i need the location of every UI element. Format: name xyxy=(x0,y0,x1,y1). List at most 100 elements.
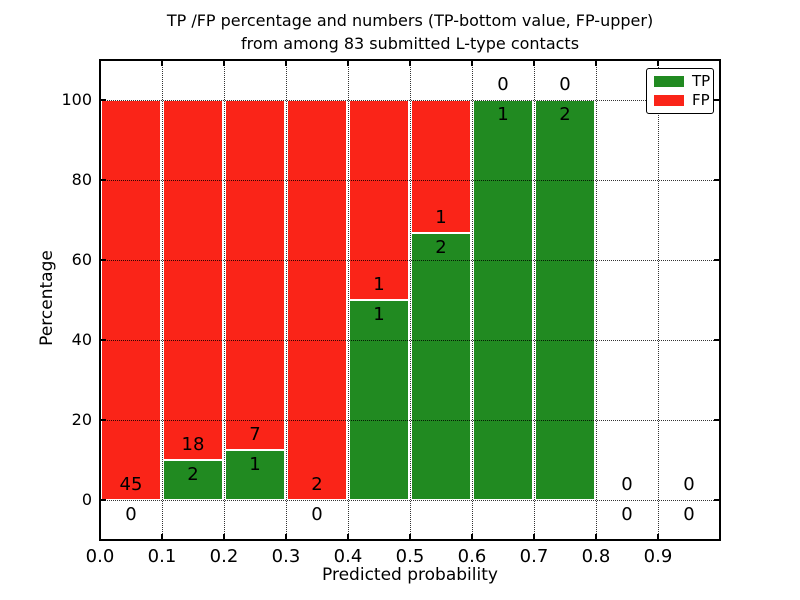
y-tick xyxy=(100,339,106,341)
x-gridline xyxy=(472,60,473,540)
y-tick xyxy=(100,179,106,181)
fp-count-label: 0 xyxy=(559,74,571,95)
tp-count-label: 0 xyxy=(621,504,633,525)
x-tick-label: 0.2 xyxy=(209,546,239,567)
y-tick xyxy=(100,499,106,501)
fp-count-label: 1 xyxy=(435,207,447,228)
chart-title: TP /FP percentage and numbers (TP-bottom… xyxy=(100,9,720,55)
x-tick xyxy=(533,534,535,540)
tp-count-label: 2 xyxy=(187,464,199,485)
fp-bar-segment xyxy=(225,100,285,450)
x-tick xyxy=(657,60,659,66)
tp-bar-segment xyxy=(225,450,285,500)
x-tick xyxy=(471,534,473,540)
tp-count-label: 2 xyxy=(559,104,571,125)
x-tick xyxy=(161,534,163,540)
x-tick xyxy=(533,60,535,66)
x-tick xyxy=(285,60,287,66)
x-gridline xyxy=(534,60,535,540)
tp-bar-segment xyxy=(535,100,595,500)
tp-bar-segment xyxy=(473,100,533,500)
y-tick xyxy=(100,99,106,101)
tp-count-label: 2 xyxy=(435,237,447,258)
x-tick xyxy=(99,534,101,540)
fp-bar-segment xyxy=(411,100,471,233)
tp-color-swatch xyxy=(654,76,684,88)
y-tick-label: 0 xyxy=(81,490,92,509)
fp-count-label: 7 xyxy=(249,424,261,445)
legend-entry-fp: FP xyxy=(654,92,710,108)
x-tick xyxy=(161,60,163,66)
fp-color-swatch xyxy=(654,94,684,106)
x-tick xyxy=(223,534,225,540)
y-tick-label: 40 xyxy=(71,330,92,349)
x-tick-label: 0.1 xyxy=(147,546,177,567)
legend: TP FP xyxy=(646,68,714,114)
x-tick xyxy=(657,534,659,540)
x-gridline xyxy=(658,60,659,540)
y-tick xyxy=(100,259,106,261)
y-tick xyxy=(714,499,720,501)
fp-count-label: 0 xyxy=(497,74,509,95)
plot-area: 45 0 18 2 7 1 2 0 1 1 1 2 0 1 0 2 0 0 0 0 xyxy=(99,59,721,541)
y-tick xyxy=(714,419,720,421)
fp-count-label: 18 xyxy=(181,434,205,455)
x-gridline xyxy=(286,60,287,540)
x-tick-label: 0.7 xyxy=(519,546,549,567)
x-tick xyxy=(471,60,473,66)
legend-label-fp: FP xyxy=(692,90,710,109)
tp-bar-segment xyxy=(411,233,471,500)
x-tick-label: 0.5 xyxy=(395,546,425,567)
fp-count-label: 0 xyxy=(683,474,695,495)
legend-label-tp: TP xyxy=(692,72,711,91)
tp-count-label: 0 xyxy=(683,504,695,525)
x-tick xyxy=(409,60,411,66)
y-tick-label: 100 xyxy=(61,90,92,109)
x-gridline xyxy=(596,60,597,540)
x-tick-label: 0.8 xyxy=(581,546,611,567)
chart-title-line-1: TP /FP percentage and numbers (TP-bottom… xyxy=(166,11,654,30)
x-tick-label: 0.3 xyxy=(271,546,301,567)
x-tick xyxy=(347,534,349,540)
y-tick xyxy=(100,419,106,421)
x-gridline xyxy=(410,60,411,540)
tp-bar-segment xyxy=(163,460,223,500)
x-tick-label: 0.6 xyxy=(457,546,487,567)
fp-count-label: 0 xyxy=(621,474,633,495)
tp-bar-segment xyxy=(349,300,409,500)
fp-count-label: 45 xyxy=(119,474,143,495)
tp-count-label: 1 xyxy=(249,454,261,475)
x-axis-label: Predicted probability xyxy=(322,565,498,585)
y-tick-label: 80 xyxy=(71,170,92,189)
x-tick-label: 0.4 xyxy=(333,546,363,567)
fp-bar-segment xyxy=(287,100,347,500)
fp-bar-segment xyxy=(101,100,161,500)
x-tick xyxy=(595,60,597,66)
tp-count-label: 1 xyxy=(497,104,509,125)
x-tick-label: 0.9 xyxy=(643,546,673,567)
fp-count-label: 1 xyxy=(373,274,385,295)
x-tick xyxy=(409,534,411,540)
x-tick-label: 0.0 xyxy=(85,546,115,567)
x-gridline xyxy=(224,60,225,540)
x-tick xyxy=(99,60,101,66)
y-tick xyxy=(714,259,720,261)
y-tick xyxy=(714,99,720,101)
y-tick xyxy=(714,179,720,181)
fp-bar-segment xyxy=(163,100,223,460)
tp-count-label: 0 xyxy=(311,504,323,525)
y-tick-label: 20 xyxy=(71,410,92,429)
tp-count-label: 1 xyxy=(373,304,385,325)
x-tick xyxy=(595,534,597,540)
tp-count-label: 0 xyxy=(125,504,137,525)
legend-entry-tp: TP xyxy=(654,74,710,89)
x-tick xyxy=(285,534,287,540)
y-tick-label: 60 xyxy=(71,250,92,269)
x-gridline xyxy=(162,60,163,540)
x-tick xyxy=(223,60,225,66)
fp-bar-segment xyxy=(349,100,409,300)
chart-title-line-2: from among 83 submitted L-type contacts xyxy=(240,34,580,53)
fp-count-label: 2 xyxy=(311,474,323,495)
x-gridline xyxy=(348,60,349,540)
